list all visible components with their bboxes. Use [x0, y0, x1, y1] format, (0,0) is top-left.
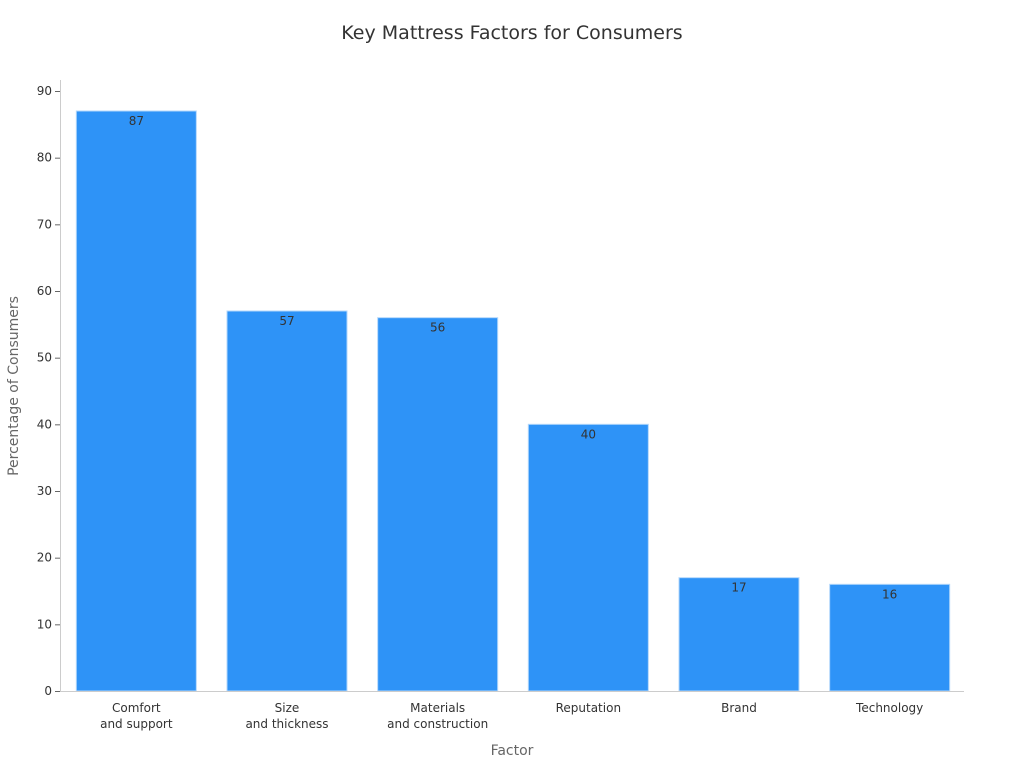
bar — [377, 317, 499, 692]
x-axis-title: Factor — [491, 743, 534, 759]
x-tick-label: and support — [100, 717, 173, 731]
x-tick-label: Technology — [855, 701, 923, 715]
bar — [226, 310, 348, 692]
x-tick-label: Reputation — [556, 701, 621, 715]
y-tick-label: 80 — [37, 151, 52, 165]
bar — [829, 583, 951, 692]
y-tick-label: 70 — [37, 217, 52, 231]
x-tick-label: Comfort — [112, 701, 161, 715]
x-tick-label: Size — [275, 701, 300, 715]
data-label: 16 — [882, 587, 897, 601]
y-axis-title: Percentage of Consumers — [6, 296, 22, 476]
y-tick-label: 40 — [37, 417, 52, 431]
bar — [75, 110, 197, 692]
x-tick-label: Materials — [410, 701, 465, 715]
y-tick-label: 90 — [37, 84, 52, 98]
y-tick-label: 20 — [37, 551, 52, 565]
y-tick-label: 0 — [44, 684, 52, 698]
data-label: 56 — [430, 321, 445, 335]
data-label: 17 — [731, 581, 746, 595]
data-label: 57 — [279, 314, 294, 328]
x-tick-label: and thickness — [245, 717, 328, 731]
y-tick-label: 60 — [37, 284, 52, 298]
y-tick-label: 10 — [37, 617, 52, 631]
x-tick-label: Brand — [721, 701, 757, 715]
bar — [678, 577, 800, 692]
x-tick-label: and construction — [387, 717, 488, 731]
data-label: 40 — [581, 427, 596, 441]
y-tick-label: 50 — [37, 351, 52, 365]
bar — [527, 423, 649, 692]
y-tick-label: 30 — [37, 484, 52, 498]
data-label: 87 — [129, 114, 144, 128]
chart-title: Key Mattress Factors for Consumers — [341, 22, 682, 44]
